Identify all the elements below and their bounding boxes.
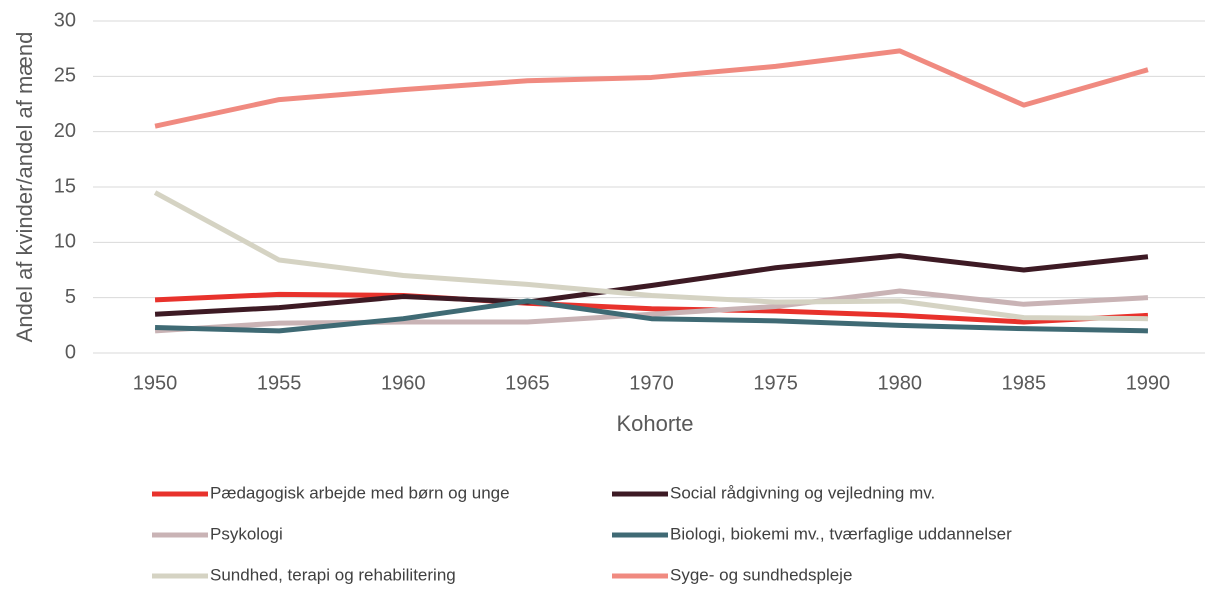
y-axis-title: Andel af kvinder/andel af mænd: [12, 32, 37, 343]
legend-label: Biologi, biokemi mv., tværfaglige uddann…: [670, 524, 1012, 543]
y-tick-label: 20: [54, 120, 76, 142]
legend-label: Pædagogisk arbejde med børn og unge: [210, 483, 510, 502]
x-tick-label: 1955: [257, 372, 302, 394]
x-tick-label: 1975: [753, 372, 798, 394]
y-tick-label: 25: [54, 65, 76, 87]
x-tick-label: 1970: [629, 372, 674, 394]
series-line: [154, 253, 1149, 317]
legend-label: Psykologi: [210, 524, 283, 543]
x-tick-label: 1960: [381, 372, 426, 394]
y-tick-label: 10: [54, 231, 76, 253]
x-tick-label: 1990: [1126, 372, 1171, 394]
y-tick-label: 0: [65, 341, 76, 363]
y-tick-label: 30: [54, 9, 76, 31]
series-line: [154, 288, 1149, 334]
x-tick-label: 1985: [1002, 372, 1047, 394]
y-tick-label: 5: [65, 286, 76, 308]
x-tick-label: 1980: [877, 372, 922, 394]
x-tick-label: 1950: [133, 372, 178, 394]
x-axis-title: Kohorte: [616, 411, 693, 436]
series-line: [154, 291, 1149, 325]
legend-label: Syge- og sundhedspleje: [670, 565, 852, 584]
x-tick-label: 1965: [505, 372, 550, 394]
y-tick-label: 15: [54, 175, 76, 197]
series-line: [154, 48, 1149, 129]
legend-label: Social rådgivning og vejledning mv.: [670, 483, 935, 502]
series-line: [153, 190, 1148, 322]
legend-label: Sundhed, terapi og rehabilitering: [210, 565, 456, 584]
series-line: [154, 298, 1148, 334]
